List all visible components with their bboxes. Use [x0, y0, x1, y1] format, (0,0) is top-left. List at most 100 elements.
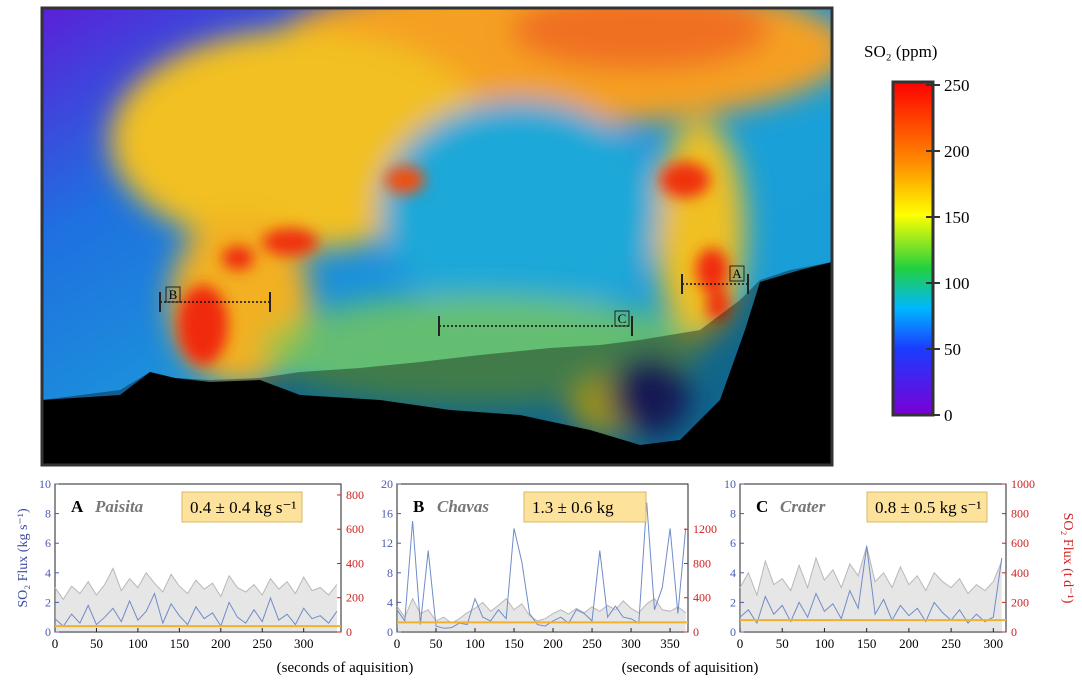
y2-tick-label: 0 [693, 625, 699, 639]
y-axis-label: SO₂ Flux (kg s⁻¹) [16, 508, 31, 608]
x-tick-label: 50 [430, 636, 443, 651]
x-tick-label: 0 [52, 636, 59, 651]
x-tick-label: 150 [170, 636, 190, 651]
x-tick-label: 250 [941, 636, 961, 651]
y2-tick-label: 200 [1011, 595, 1029, 609]
y2-tick-label: 800 [693, 556, 711, 570]
panel-letter: B [413, 497, 424, 516]
annotation: 1.3 ± 0.6 kg [532, 498, 614, 517]
marker-box [165, 286, 181, 303]
y2-tick-label: 200 [346, 591, 364, 605]
series-line [739, 544, 1003, 597]
x-tick-label: 350 [660, 636, 680, 651]
colorbar-tick-label: 0 [944, 406, 953, 425]
plot-frame [396, 483, 689, 633]
panel-title: Chavas [437, 497, 489, 516]
panel-title: Crater [780, 497, 826, 516]
y-tick-label: 2 [45, 595, 51, 609]
y-tick-label: 4 [45, 566, 51, 580]
x-tick-label: 200 [543, 636, 563, 651]
markers: A B C [159, 265, 749, 336]
y-tick-label: 20 [381, 477, 393, 491]
annotation: 0.8 ± 0.5 kg s⁻¹ [875, 498, 982, 517]
colorbar-tick-label: 250 [944, 76, 970, 95]
series-line [54, 567, 338, 601]
x-tick-label: 250 [252, 636, 272, 651]
annotation-box [866, 491, 988, 523]
x-axis-label: (seconds of aquisition) [622, 660, 759, 676]
y2-tick-label: 0 [1011, 625, 1017, 639]
y2-tick-label: 600 [1011, 536, 1029, 550]
x-tick-label: 100 [465, 636, 485, 651]
x-tick-label: 150 [504, 636, 524, 651]
series-area [55, 568, 337, 631]
y2-axis-label: SO₂ Flux (t d⁻¹) [1060, 513, 1075, 604]
x-tick-label: 300 [294, 636, 314, 651]
y-tick-label: 0 [387, 625, 393, 639]
series-line [54, 592, 338, 628]
y-tick-label: 16 [381, 507, 393, 521]
annotation: 0.4 ± 0.4 kg s⁻¹ [190, 498, 297, 517]
y-tick-label: 2 [730, 595, 736, 609]
marker-label: B [169, 287, 178, 302]
x-tick-label: 100 [815, 636, 835, 651]
x-tick-label: 100 [128, 636, 148, 651]
y2-tick-label: 600 [346, 522, 364, 536]
colorbar-tick-label: 100 [944, 274, 970, 293]
y2-tick-label: 800 [1011, 507, 1029, 521]
y-tick-label: 4 [730, 566, 736, 580]
marker-label: A [732, 266, 742, 281]
series-area [397, 598, 686, 631]
x-tick-label: 250 [582, 636, 602, 651]
so2-image [42, 8, 832, 465]
marker-box [729, 265, 745, 282]
y2-tick-label: 400 [1011, 566, 1029, 580]
panel-title: Paisita [94, 497, 144, 516]
y-tick-label: 10 [39, 477, 51, 491]
x-tick-label: 300 [984, 636, 1004, 651]
series-line [396, 597, 687, 624]
x-tick-label: 200 [211, 636, 231, 651]
panel-letter: A [71, 497, 84, 516]
y-tick-label: 8 [730, 507, 736, 521]
x-tick-label: 50 [90, 636, 103, 651]
image-frame [40, 6, 834, 467]
colorbar-tick-label: 150 [944, 208, 970, 227]
colorbar-tick-label: 200 [944, 142, 970, 161]
y-tick-label: 0 [730, 625, 736, 639]
y-tick-label: 12 [381, 536, 393, 550]
y-tick-label: 10 [724, 477, 736, 491]
marker-label: C [618, 311, 627, 326]
x-tick-label: 200 [899, 636, 919, 651]
y-tick-label: 0 [45, 625, 51, 639]
x-tick-label: 300 [621, 636, 641, 651]
x-tick-label: 0 [737, 636, 744, 651]
series-line [739, 546, 1003, 625]
annotation-box [523, 491, 647, 523]
y-tick-label: 8 [45, 507, 51, 521]
x-axis-label: (seconds of aquisition) [277, 660, 414, 676]
plot-frame [54, 483, 342, 633]
y2-tick-label: 0 [346, 625, 352, 639]
y-tick-label: 8 [387, 566, 393, 580]
colorbar-tick-label: 50 [944, 340, 961, 359]
y2-tick-label: 400 [346, 556, 364, 570]
x-tick-label: 50 [776, 636, 789, 651]
y2-tick-label: 800 [346, 488, 364, 502]
y2-tick-label: 1000 [1011, 477, 1035, 491]
colorbar [891, 80, 935, 417]
marker-box [614, 310, 630, 327]
y-tick-label: 6 [45, 536, 51, 550]
x-tick-label: 150 [857, 636, 877, 651]
plot-frame [739, 483, 1007, 633]
annotation-box [181, 491, 303, 523]
panel-letter: C [756, 497, 768, 516]
x-tick-label: 0 [394, 636, 401, 651]
y2-tick-label: 400 [693, 591, 711, 605]
series-area [740, 546, 1002, 631]
colorbar-title: SO₂ (ppm) [864, 42, 937, 61]
y-tick-label: 4 [387, 595, 393, 609]
y-tick-label: 6 [730, 536, 736, 550]
